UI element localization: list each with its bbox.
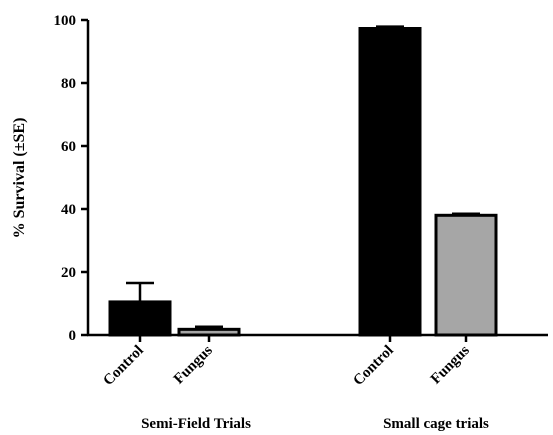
y-tick-label-40: 40 (61, 202, 76, 218)
bar-small-cage-trials-fungus (434, 213, 498, 337)
x-tick-label-semi-field-trials-fungus: Fungus (171, 342, 216, 387)
group-label-0: Semi-Field Trials (141, 416, 251, 432)
y-axis-title: % Survival (±SE) (11, 118, 28, 239)
x-tick-label-small-cage-trials-control: Control (350, 343, 396, 389)
bar-semi-field-trials-control (108, 300, 172, 337)
y-axis: 0 20 40 60 80 100 (54, 13, 90, 344)
y-tick-label-80: 80 (61, 76, 76, 92)
y-tick-label-0: 0 (69, 328, 77, 344)
group-label-1: Small cage trials (383, 416, 489, 432)
bar-small-cage-trials-control (358, 27, 422, 337)
y-tick-label-20: 20 (61, 265, 76, 281)
bars (108, 25, 498, 337)
bar-semi-field-trials-fungus (177, 327, 241, 337)
labels: Control Fungus Semi-Field Trials Control Fun… (100, 342, 489, 432)
y-tick-label-100: 100 (54, 13, 77, 29)
x-tick-label-semi-field-trials-control: Control (100, 343, 146, 389)
x-tick-label-small-cage-trials-fungus: Fungus (428, 342, 473, 387)
y-tick-label-60: 60 (61, 139, 76, 155)
